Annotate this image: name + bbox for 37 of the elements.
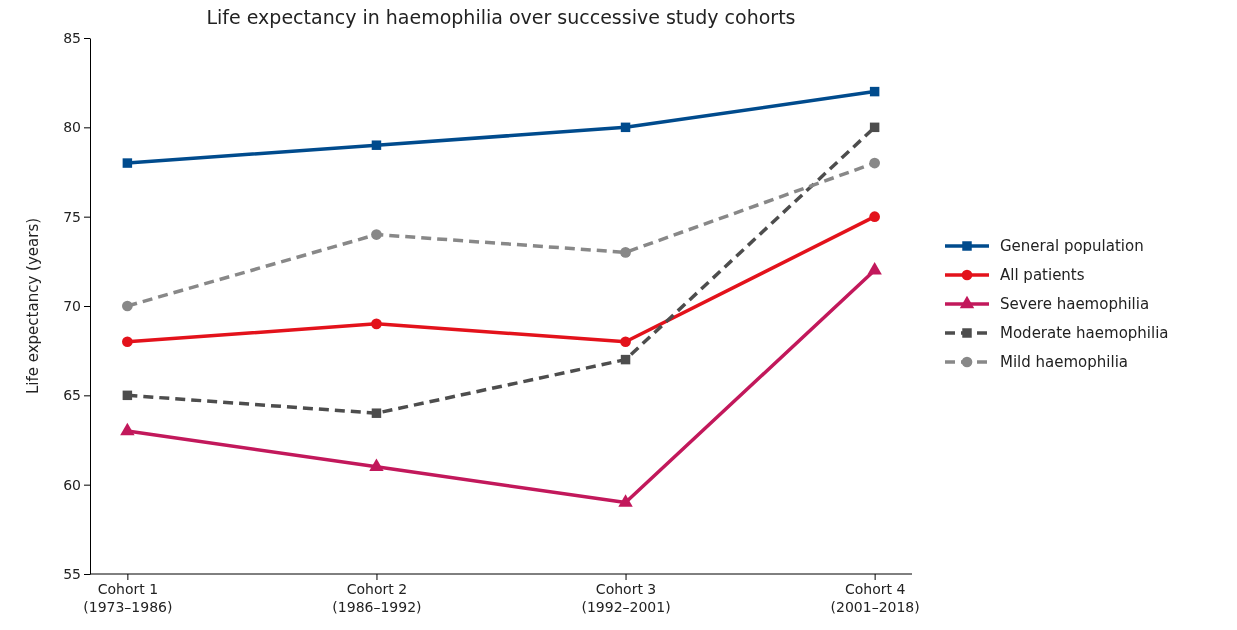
point <box>620 247 631 258</box>
chart-title: Life expectancy in haemophilia over successive study cohorts <box>206 6 796 28</box>
y-axis-title: Life expectancy (years) <box>24 217 42 395</box>
point <box>620 354 631 365</box>
point <box>369 458 384 471</box>
legend-label: Severe haemophilia <box>1000 295 1150 313</box>
point <box>371 318 382 330</box>
point <box>869 122 880 133</box>
point <box>371 229 382 240</box>
point <box>371 140 382 150</box>
y-tick-label: 75 <box>63 208 81 225</box>
legend-label: Moderate haemophilia <box>1000 324 1169 342</box>
legend-label: General population <box>1000 237 1144 255</box>
point <box>869 211 880 223</box>
y-tick-label: 60 <box>63 476 81 493</box>
x-tick-label: Cohort 3 (1992–2001) <box>581 581 671 615</box>
y-tick-label: 65 <box>63 387 81 404</box>
point <box>620 336 631 348</box>
x-tick-label: Cohort 1 (1973–1986) <box>83 581 173 615</box>
y-tick-label: 85 <box>63 29 81 46</box>
point <box>620 122 631 133</box>
point <box>122 336 133 348</box>
point <box>122 300 133 312</box>
x-tick-label: Cohort 4 (2001–2018) <box>830 581 920 615</box>
point <box>869 86 880 97</box>
legend-label: All patients <box>1000 266 1085 284</box>
point <box>122 390 133 401</box>
legend-label: Mild haemophilia <box>1000 353 1129 371</box>
y-tick-label: 55 <box>63 565 81 582</box>
point <box>120 422 135 436</box>
x-tick-label: Cohort 2 (1986–1992) <box>332 581 422 615</box>
y-tick-label: 80 <box>63 119 81 136</box>
point <box>371 408 382 418</box>
y-tick-label: 70 <box>63 297 81 314</box>
point <box>618 494 633 507</box>
point <box>122 158 133 168</box>
point <box>869 157 880 169</box>
